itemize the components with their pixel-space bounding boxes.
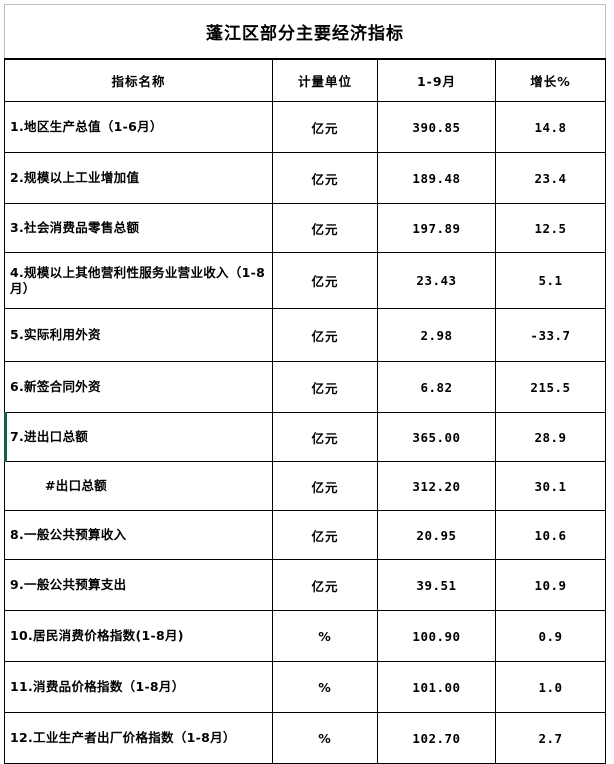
indicator-name-sub[interactable]: #出口总额 [4, 461, 273, 511]
column-header-value[interactable]: 1-9月 [377, 58, 496, 102]
indicator-growth[interactable]: -33.7 [495, 308, 606, 362]
table-row: 8.一般公共预算收入 亿元 20.95 10.6 [4, 510, 606, 560]
indicator-unit[interactable]: 亿元 [272, 361, 378, 413]
indicator-growth[interactable]: 30.1 [495, 461, 606, 511]
economic-indicators-table: 蓬江区部分主要经济指标 指标名称 计量单位 1-9月 增长% 1.地区生产总值（… [4, 4, 606, 764]
indicator-unit[interactable]: 亿元 [272, 152, 378, 204]
indicator-name[interactable]: 12.工业生产者出厂价格指数（1-8月） [4, 712, 273, 764]
table-row: #出口总额 亿元 312.20 30.1 [4, 461, 606, 511]
table-row: 2.规模以上工业增加值 亿元 189.48 23.4 [4, 152, 606, 204]
indicator-unit[interactable]: 亿元 [272, 101, 378, 153]
indicator-name[interactable]: 5.实际利用外资 [4, 308, 273, 362]
indicator-unit[interactable]: % [272, 661, 378, 713]
indicator-value[interactable]: 20.95 [377, 510, 496, 560]
indicator-unit[interactable]: 亿元 [272, 461, 378, 511]
indicator-growth[interactable]: 0.9 [495, 610, 606, 662]
spreadsheet-sheet: 蓬江区部分主要经济指标 指标名称 计量单位 1-9月 增长% 1.地区生产总值（… [0, 4, 614, 764]
table-row: 4.规模以上其他营利性服务业营业收入（1-8月） 亿元 23.43 5.1 [4, 252, 606, 309]
indicator-name[interactable]: 2.规模以上工业增加值 [4, 152, 273, 204]
indicator-value[interactable]: 197.89 [377, 203, 496, 253]
indicator-name[interactable]: 11.消费品价格指数（1-8月） [4, 661, 273, 713]
column-header-label[interactable]: 指标名称 [4, 58, 273, 102]
indicator-name[interactable]: 9.一般公共预算支出 [4, 559, 273, 611]
indicator-name[interactable]: 8.一般公共预算收入 [4, 510, 273, 560]
table-row: 10.居民消费价格指数(1-8月) % 100.90 0.9 [4, 610, 606, 662]
indicator-name[interactable]: 6.新签合同外资 [4, 361, 273, 413]
indicator-growth[interactable]: 12.5 [495, 203, 606, 253]
indicator-value[interactable]: 312.20 [377, 461, 496, 511]
table-row: 5.实际利用外资 亿元 2.98 -33.7 [4, 308, 606, 362]
indicator-unit[interactable]: % [272, 610, 378, 662]
indicator-growth[interactable]: 28.9 [495, 412, 606, 462]
indicator-unit[interactable]: 亿元 [272, 510, 378, 560]
table-header-row: 指标名称 计量单位 1-9月 增长% [4, 58, 606, 102]
indicator-value[interactable]: 39.51 [377, 559, 496, 611]
indicator-growth[interactable]: 5.1 [495, 252, 606, 309]
indicator-value[interactable]: 101.00 [377, 661, 496, 713]
table-row: 6.新签合同外资 亿元 6.82 215.5 [4, 361, 606, 413]
indicator-value[interactable]: 189.48 [377, 152, 496, 204]
indicator-value[interactable]: 6.82 [377, 361, 496, 413]
indicator-name-selected[interactable]: 7.进出口总额 [4, 412, 273, 463]
indicator-unit[interactable]: 亿元 [272, 308, 378, 362]
indicator-unit[interactable]: % [272, 712, 378, 764]
indicator-value[interactable]: 390.85 [377, 101, 496, 153]
indicator-growth[interactable]: 215.5 [495, 361, 606, 413]
indicator-value[interactable]: 365.00 [377, 412, 496, 462]
table-row: 11.消费品价格指数（1-8月） % 101.00 1.0 [4, 661, 606, 713]
indicator-growth[interactable]: 23.4 [495, 152, 606, 204]
indicator-unit[interactable]: 亿元 [272, 412, 378, 462]
indicator-unit[interactable]: 亿元 [272, 203, 378, 253]
table-row: 3.社会消费品零售总额 亿元 197.89 12.5 [4, 203, 606, 253]
table-row: 12.工业生产者出厂价格指数（1-8月） % 102.70 2.7 [4, 712, 606, 764]
column-header-unit[interactable]: 计量单位 [272, 58, 378, 102]
indicator-name[interactable]: 4.规模以上其他营利性服务业营业收入（1-8月） [4, 252, 273, 309]
table-row-selected: 7.进出口总额 亿元 365.00 28.9 [4, 412, 606, 463]
indicator-value[interactable]: 23.43 [377, 252, 496, 309]
indicator-name[interactable]: 10.居民消费价格指数(1-8月) [4, 610, 273, 662]
indicator-name[interactable]: 1.地区生产总值（1-6月） [4, 101, 273, 153]
table-row: 1.地区生产总值（1-6月） 亿元 390.85 14.8 [4, 101, 606, 153]
table-row: 9.一般公共预算支出 亿元 39.51 10.9 [4, 559, 606, 611]
indicator-growth[interactable]: 10.9 [495, 559, 606, 611]
table-title-row: 蓬江区部分主要经济指标 [4, 4, 606, 60]
indicator-growth[interactable]: 10.6 [495, 510, 606, 560]
indicator-value[interactable]: 2.98 [377, 308, 496, 362]
indicator-name[interactable]: 3.社会消费品零售总额 [4, 203, 273, 253]
page-title: 蓬江区部分主要经济指标 [4, 4, 606, 60]
indicator-unit[interactable]: 亿元 [272, 252, 378, 309]
indicator-growth[interactable]: 14.8 [495, 101, 606, 153]
column-header-growth[interactable]: 增长% [495, 58, 606, 102]
indicator-unit[interactable]: 亿元 [272, 559, 378, 611]
indicator-growth[interactable]: 2.7 [495, 712, 606, 764]
indicator-value[interactable]: 102.70 [377, 712, 496, 764]
indicator-growth[interactable]: 1.0 [495, 661, 606, 713]
indicator-value[interactable]: 100.90 [377, 610, 496, 662]
